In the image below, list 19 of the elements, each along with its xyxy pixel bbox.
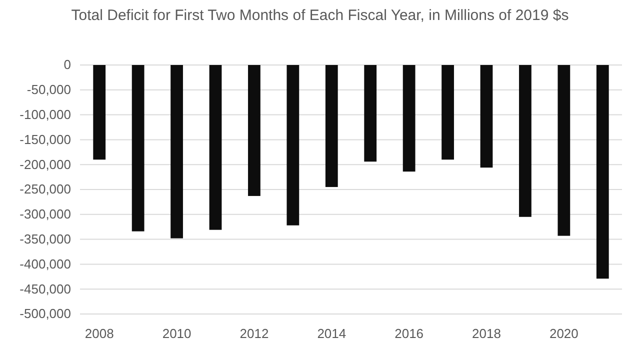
x-tick-label: 2008	[84, 326, 114, 341]
y-tick-label: -50,000	[26, 82, 71, 98]
y-tick-label: -450,000	[20, 281, 71, 296]
x-tick-label: 2014	[317, 326, 346, 341]
x-tick-label: 2018	[472, 326, 501, 341]
x-tick-label: 2010	[162, 326, 192, 341]
y-tick-label: 0	[64, 57, 71, 72]
x-tick-label: 2020	[549, 326, 578, 341]
y-tick-label: -500,000	[20, 306, 71, 322]
x-tick-label: 2016	[394, 326, 424, 341]
y-tick-label: -100,000	[20, 106, 71, 122]
y-tick-label: -250,000	[20, 182, 71, 197]
y-tick-label: -350,000	[20, 231, 71, 246]
y-tick-label: -400,000	[20, 256, 71, 272]
y-tick-label: -200,000	[20, 156, 71, 172]
chart-title: Total Deficit for First Two Months of Each Fiscal Year, in Millions of 2019 $s	[71, 7, 569, 24]
y-tick-label: -300,000	[20, 206, 71, 222]
x-tick-label: 2012	[240, 326, 269, 341]
y-tick-label: -150,000	[20, 132, 71, 147]
